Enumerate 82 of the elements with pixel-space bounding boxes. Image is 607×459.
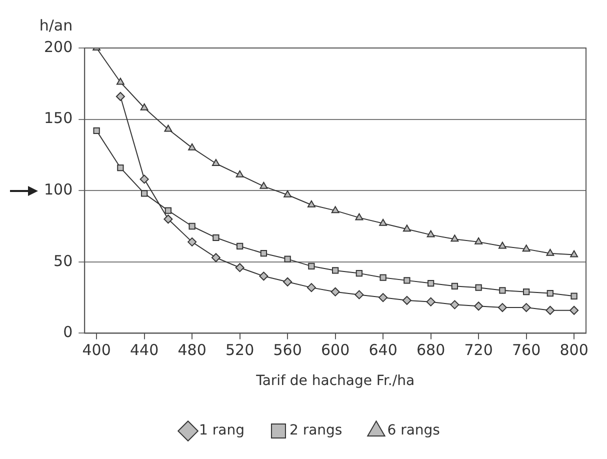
point: [402, 296, 412, 305]
point: [570, 250, 578, 258]
point: [450, 234, 459, 242]
x-tick-label: 400: [82, 341, 111, 360]
point: [379, 218, 388, 226]
x-tick-label: 480: [178, 341, 206, 360]
point: [354, 290, 364, 300]
point: [331, 206, 340, 214]
point: [283, 277, 292, 286]
point: [570, 292, 578, 300]
legend-label: 6 rangs: [387, 422, 440, 439]
point: [427, 280, 434, 287]
point: [404, 277, 410, 284]
point: [522, 288, 530, 296]
legend-label: 2 rangs: [289, 422, 342, 439]
y-tick-label: 150: [44, 109, 73, 128]
point: [426, 230, 435, 238]
point: [307, 200, 316, 208]
x-axis-title: Tarif de hachage Fr./ha: [255, 373, 415, 390]
point: [140, 103, 148, 110]
point: [474, 237, 483, 244]
point: [308, 262, 315, 270]
point: [140, 190, 148, 197]
point: [570, 306, 579, 315]
point: [116, 92, 125, 101]
point: [451, 282, 458, 290]
point: [235, 263, 244, 272]
point: [140, 174, 149, 184]
point: [93, 127, 100, 134]
x-tick-label: 800: [560, 341, 588, 360]
point: [212, 159, 220, 166]
point: [164, 214, 173, 224]
point: [116, 78, 124, 85]
point: [546, 306, 555, 315]
point: [522, 244, 530, 252]
point: [260, 182, 268, 189]
point: [450, 300, 460, 310]
y-tick-label: 200: [44, 38, 73, 56]
y-tick-label: 100: [44, 180, 73, 198]
point: [546, 290, 554, 297]
point: [236, 242, 244, 250]
x-tick-label: 520: [225, 341, 254, 360]
point: [355, 213, 364, 220]
legend-label: 1 rang: [199, 422, 244, 439]
x-tick-label: 680: [416, 341, 446, 360]
y-axis-title: h/an: [39, 16, 73, 34]
point: [164, 124, 172, 132]
point: [356, 270, 363, 277]
point: [188, 222, 196, 230]
point: [498, 242, 506, 249]
point: [284, 256, 291, 262]
point: [211, 253, 220, 262]
x-tick-label: 560: [273, 341, 302, 360]
point: [475, 284, 482, 291]
point: [498, 303, 507, 312]
point: [236, 170, 244, 178]
point: [212, 234, 220, 241]
y-tick-label: 0: [63, 323, 73, 342]
x-tick-label: 600: [320, 341, 350, 360]
x-tick-label: 640: [368, 341, 398, 360]
x-tick-label: 720: [464, 341, 493, 360]
point: [402, 224, 411, 232]
point: [499, 287, 506, 294]
point: [260, 250, 268, 257]
point: [284, 190, 292, 198]
point: [306, 283, 316, 292]
point: [380, 274, 386, 281]
point: [474, 302, 484, 311]
point: [426, 297, 436, 306]
point: [546, 248, 554, 256]
point: [164, 207, 172, 214]
x-tick-label: 760: [512, 341, 541, 360]
point: [522, 303, 531, 312]
point: [259, 272, 268, 281]
point: [378, 293, 388, 302]
point: [188, 143, 196, 150]
point: [117, 164, 124, 172]
x-tick-label: 440: [130, 341, 159, 360]
point: [330, 287, 340, 296]
y-tick-label: 50: [54, 252, 73, 270]
point: [188, 237, 197, 246]
point: [332, 267, 339, 274]
